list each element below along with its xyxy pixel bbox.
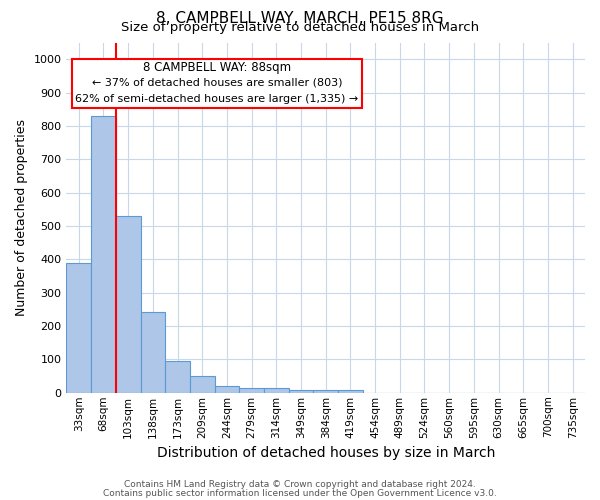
Bar [264,388,289,393]
Text: 8 CAMPBELL WAY: 88sqm: 8 CAMPBELL WAY: 88sqm [143,62,291,74]
Bar [116,216,140,393]
Y-axis label: Number of detached properties: Number of detached properties [15,119,28,316]
Text: Contains public sector information licensed under the Open Government Licence v3: Contains public sector information licen… [103,488,497,498]
Bar [67,262,91,393]
Text: 62% of semi-detached houses are larger (1,335) →: 62% of semi-detached houses are larger (… [75,94,358,104]
Bar [313,390,338,393]
Text: 8, CAMPBELL WAY, MARCH, PE15 8RG: 8, CAMPBELL WAY, MARCH, PE15 8RG [156,11,444,26]
Bar [140,312,165,393]
Bar [190,376,215,393]
FancyBboxPatch shape [71,59,362,108]
Text: Contains HM Land Registry data © Crown copyright and database right 2024.: Contains HM Land Registry data © Crown c… [124,480,476,489]
Text: ← 37% of detached houses are smaller (803): ← 37% of detached houses are smaller (80… [92,78,342,88]
Bar [165,361,190,393]
Bar [91,116,116,393]
X-axis label: Distribution of detached houses by size in March: Distribution of detached houses by size … [157,446,495,460]
Bar [338,390,363,393]
Text: Size of property relative to detached houses in March: Size of property relative to detached ho… [121,21,479,34]
Bar [215,386,239,393]
Bar [289,390,313,393]
Bar [239,388,264,393]
